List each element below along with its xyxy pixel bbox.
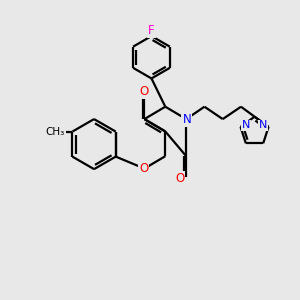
Text: O: O	[140, 85, 149, 98]
Text: F: F	[148, 24, 155, 37]
Text: N: N	[259, 120, 267, 130]
Text: N: N	[242, 120, 250, 130]
Text: O: O	[139, 162, 148, 175]
Text: CH₃: CH₃	[46, 127, 65, 136]
Text: O: O	[175, 172, 184, 185]
Text: N: N	[182, 112, 191, 126]
